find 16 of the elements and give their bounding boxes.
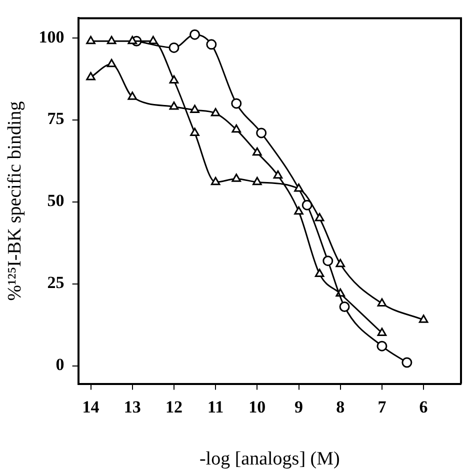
y-tick-label: 100 [38,27,64,46]
x-tick-label: 11 [208,397,224,416]
x-tick-label: 8 [336,397,345,416]
y-tick-label: 0 [56,355,64,374]
x-tick-label: 6 [419,397,428,416]
x-tick-label: 9 [294,397,304,416]
y-tick-label: 50 [47,191,64,210]
y-tick-label: 75 [47,109,64,128]
x-tick-label: 14 [82,397,100,416]
x-tick-label: 10 [248,397,266,416]
x-tick-label: 13 [124,397,141,416]
x-tick-label: 12 [165,397,182,416]
x-tick-label: 7 [378,397,387,416]
y-tick-label: 25 [47,273,64,292]
y-axis-title: %¹²⁵I-BK specific binding [4,100,26,301]
x-axis-title: -log [analogs] (M) [199,448,340,470]
